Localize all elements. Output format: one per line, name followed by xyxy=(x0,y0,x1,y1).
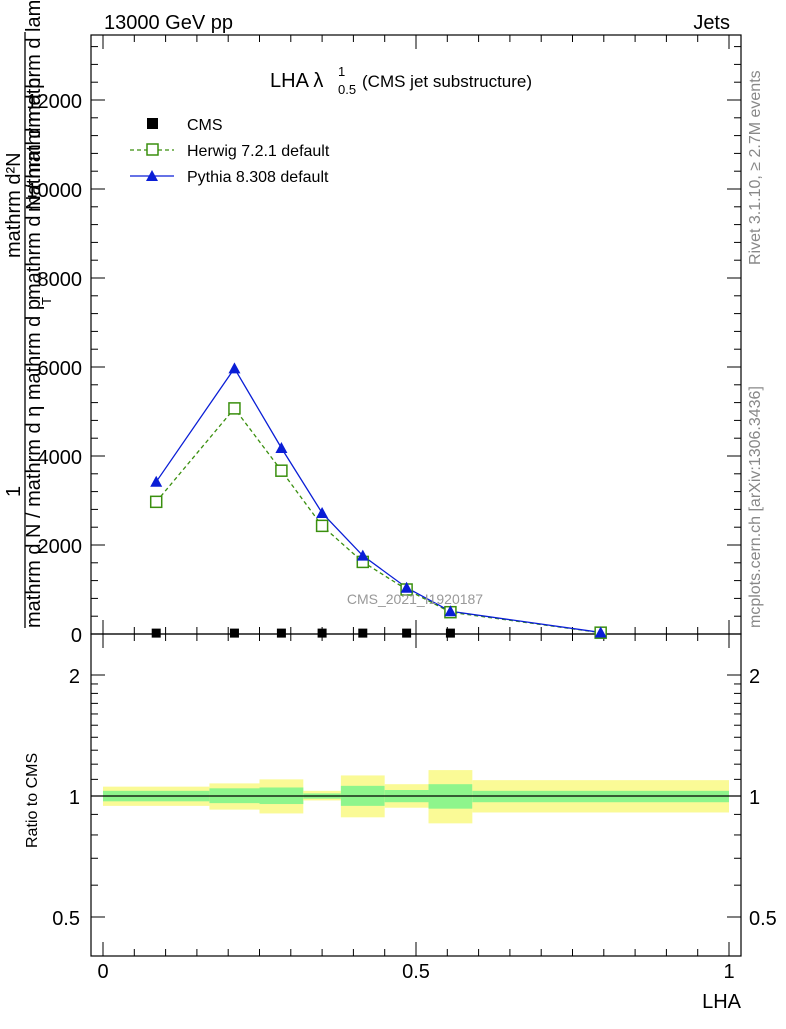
ratio-xtick-label: 0.5 xyxy=(402,961,430,983)
legend-cms-marker xyxy=(147,118,158,129)
ratio-xtick-label: 1 xyxy=(723,961,734,983)
analysis-watermark: CMS_2021_I1920187 xyxy=(347,591,483,607)
pythia-point xyxy=(594,626,607,638)
ylabel-numerator: 1 xyxy=(3,486,25,497)
ratio-ytick-label-right: 1 xyxy=(749,787,760,809)
legend-pythia-label: Pythia 8.308 default xyxy=(187,169,329,186)
main-ytick-label: 4000 xyxy=(38,447,83,469)
herwig-point xyxy=(315,519,329,533)
ratio-y-axis-label: Ratio to CMS xyxy=(24,753,41,848)
series-layer xyxy=(149,362,607,639)
header-energy: 13000 GeV pp xyxy=(104,12,233,34)
ratio-ytick-label-left: 0.5 xyxy=(52,908,80,930)
cms-point xyxy=(358,628,368,638)
herwig-line xyxy=(155,407,601,634)
ylabel-top-right-sub: T xyxy=(39,297,54,305)
ylabel-top-right: mathrm d N / mathrm d p xyxy=(23,78,45,300)
herwig-point xyxy=(149,495,163,509)
main-ytick-label: 0 xyxy=(71,625,82,647)
plot-title-sup: 1 xyxy=(338,64,345,79)
ylabel-bottom: mathrm d N / mathrm d η mathrm d p xyxy=(23,299,45,628)
pythia-line xyxy=(155,367,601,634)
legend: CMS Herwig 7.2.1 default Pythia 8.308 de… xyxy=(130,117,330,186)
ratio-ticks: 0.5 0.5 1 1 2 2 0 0.5 1 xyxy=(52,634,777,983)
ylabel-top-left: mathrm d²N xyxy=(3,152,25,258)
pythia-point xyxy=(275,441,288,453)
cms-point xyxy=(151,628,161,638)
ratio-ytick-label-right: 2 xyxy=(749,666,760,688)
x-axis-label: LHA xyxy=(702,991,742,1013)
ratio-ytick-label-left: 2 xyxy=(69,666,80,688)
pythia-point xyxy=(228,362,241,374)
cms-point xyxy=(445,628,455,638)
ylabel-top-right-tail: mathrm d mathrm d lambda xyxy=(23,0,45,212)
header-process: Jets xyxy=(693,12,730,34)
main-ytick-label: 6000 xyxy=(38,358,83,380)
plot-title: LHA λ 1 0.5 (CMS jet substructure) xyxy=(270,64,532,97)
main-ytick-label: 10000 xyxy=(26,180,82,202)
pythia-point xyxy=(400,581,413,593)
pythia-point xyxy=(150,475,163,487)
cms-point xyxy=(229,628,239,638)
herwig-point xyxy=(228,402,241,415)
plot-title-sub: 0.5 xyxy=(338,82,356,97)
side-mcplots-label: mcplots.cern.ch [arXiv:1306.3436] xyxy=(747,386,764,628)
ratio-ytick-label-right: 0.5 xyxy=(749,908,777,930)
main-ytick-label: 12000 xyxy=(26,91,82,113)
ratio-xtick-label: 0 xyxy=(97,961,108,983)
main-ticks: 0 2000 4000 6000 8000 10000 12000 xyxy=(26,35,741,647)
plot-title-main: LHA λ xyxy=(270,70,323,92)
ratio-ytick-label-left: 1 xyxy=(69,787,80,809)
main-y-axis-label: mathrm d²N mathrm d N / mathrm d p T mat… xyxy=(3,0,54,628)
main-ytick-label: 2000 xyxy=(38,536,83,558)
cms-point xyxy=(402,628,412,638)
pythia-point xyxy=(356,549,369,561)
legend-cms-label: CMS xyxy=(187,117,223,134)
pythia-point xyxy=(316,506,329,518)
ratio-bands xyxy=(103,770,729,824)
side-rivet-label: Rivet 3.1.10, ≥ 2.7M events xyxy=(747,70,764,265)
legend-herwig-label: Herwig 7.2.1 default xyxy=(187,143,330,160)
legend-pythia-marker xyxy=(146,170,158,181)
legend-herwig-marker xyxy=(146,143,159,156)
herwig-point xyxy=(275,464,288,477)
cms-point xyxy=(317,628,327,638)
main-ytick-label: 8000 xyxy=(38,269,83,291)
pythia-point xyxy=(444,605,457,617)
cms-point xyxy=(276,628,286,638)
plot-title-tail: (CMS jet substructure) xyxy=(362,72,532,91)
